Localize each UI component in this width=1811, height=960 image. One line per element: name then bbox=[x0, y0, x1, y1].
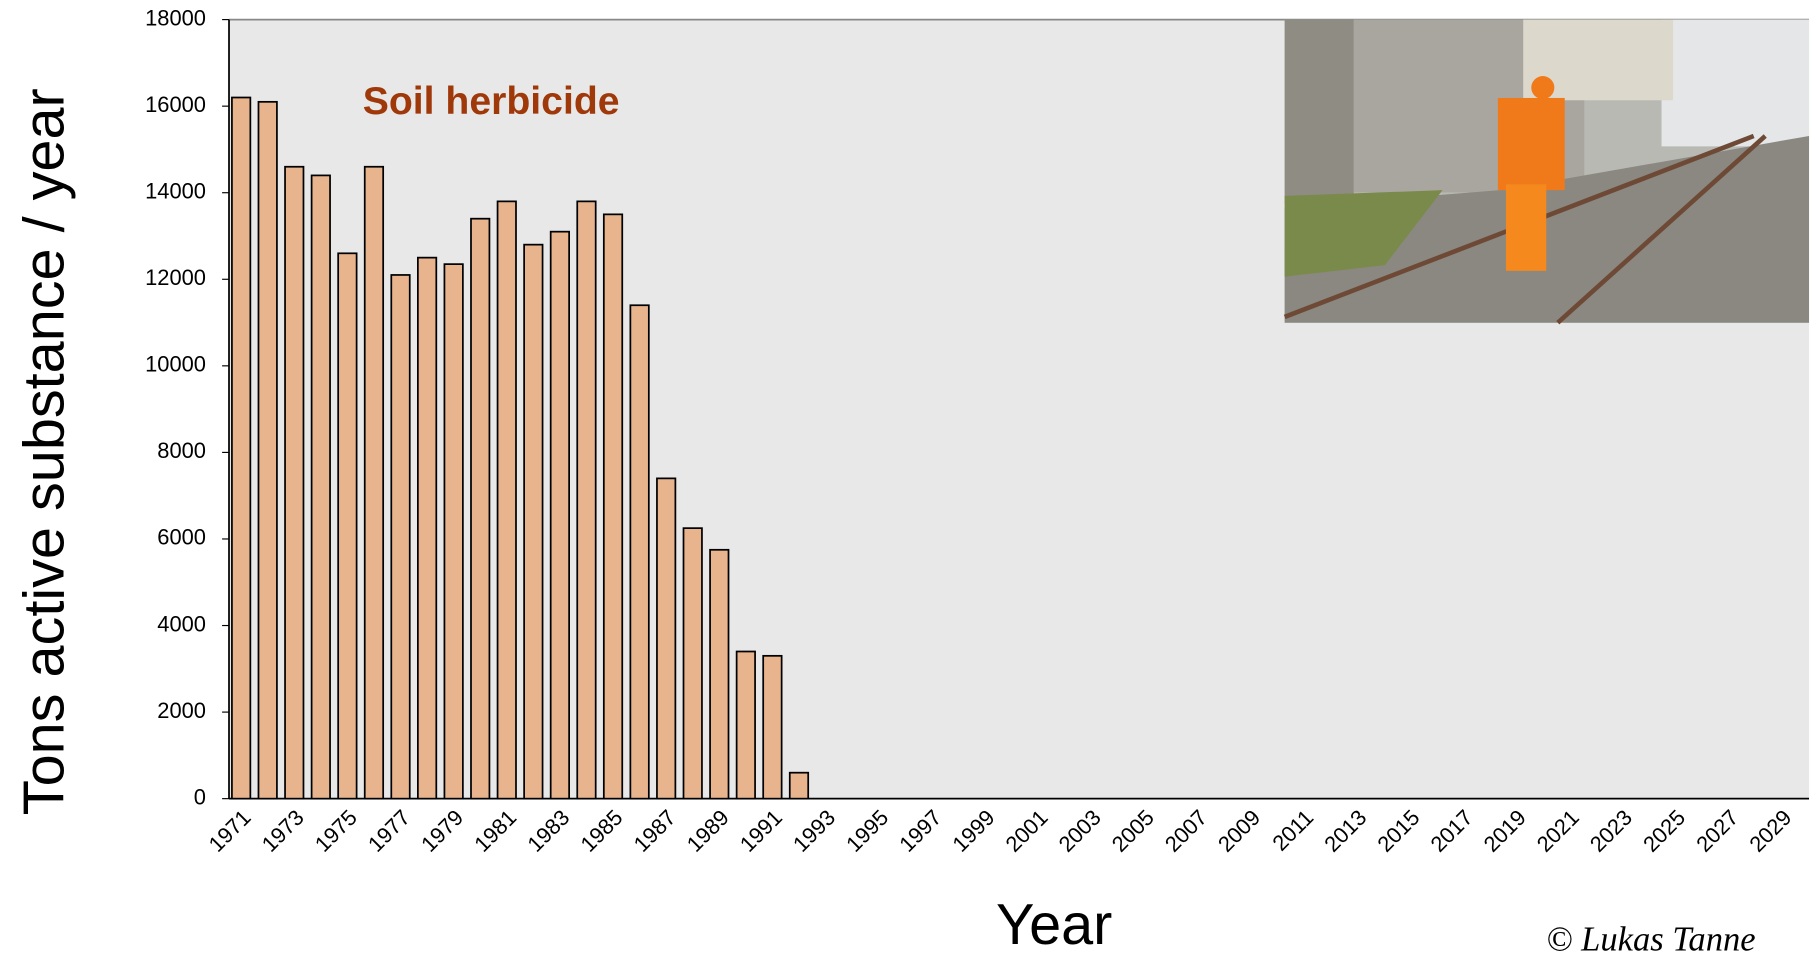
x-tick-label: 2019 bbox=[1479, 805, 1531, 857]
bar bbox=[443, 263, 464, 800]
bar bbox=[682, 527, 703, 800]
x-tick-label: 1997 bbox=[894, 805, 946, 857]
y-tick-label: 10000 bbox=[145, 352, 206, 377]
x-tick-label: 2003 bbox=[1054, 805, 1106, 857]
y-axis-title: Tons active substance / year bbox=[12, 88, 76, 815]
x-tick-label: 1999 bbox=[947, 805, 999, 857]
x-tick-label: 2007 bbox=[1160, 805, 1212, 857]
x-tick-label: 2017 bbox=[1426, 805, 1478, 857]
x-tick-label: 1973 bbox=[257, 805, 309, 857]
x-tick-label: 1981 bbox=[469, 805, 521, 857]
bar bbox=[337, 252, 358, 800]
bar bbox=[762, 654, 783, 800]
x-tick-label: 2011 bbox=[1267, 805, 1318, 856]
x-tick-label: 1979 bbox=[416, 805, 468, 857]
bar bbox=[231, 96, 252, 800]
y-tick-label: 8000 bbox=[157, 438, 206, 463]
x-tick-label: 1993 bbox=[788, 805, 840, 857]
bar bbox=[417, 256, 438, 800]
bar bbox=[284, 165, 305, 800]
x-tick-label: 1977 bbox=[363, 805, 415, 857]
bar bbox=[656, 477, 677, 800]
bar bbox=[629, 304, 650, 800]
y-tick-label: 6000 bbox=[157, 525, 206, 550]
x-tick-label: 2005 bbox=[1107, 805, 1159, 857]
x-axis-title: Year bbox=[996, 893, 1112, 957]
x-tick-label: 2027 bbox=[1691, 805, 1743, 857]
credit: © Lukas Tanne bbox=[1546, 921, 1755, 959]
bar bbox=[310, 174, 331, 800]
x-tick-label: 2021 bbox=[1532, 805, 1584, 857]
x-tick-label: 2009 bbox=[1213, 805, 1265, 857]
bar bbox=[788, 771, 810, 800]
y-tick-label: 14000 bbox=[145, 178, 206, 203]
bar bbox=[576, 200, 597, 800]
x-tick-label: 1971 bbox=[204, 805, 256, 857]
bar bbox=[735, 650, 756, 800]
chart-title: Soil herbicide bbox=[363, 80, 620, 123]
x-tick-label: 2025 bbox=[1638, 805, 1690, 857]
x-tick-label: 2001 bbox=[1001, 805, 1053, 857]
y-tick-label: 18000 bbox=[145, 5, 206, 30]
photo bbox=[1283, 19, 1810, 325]
bar bbox=[363, 165, 385, 800]
x-tick-label: 1991 bbox=[735, 805, 787, 857]
x-tick-label: 2023 bbox=[1585, 805, 1637, 857]
x-tick-label: 2013 bbox=[1319, 805, 1371, 857]
x-tick-label: 1987 bbox=[629, 805, 681, 857]
bar bbox=[470, 217, 491, 800]
bar bbox=[390, 274, 411, 800]
y-tick-label: 12000 bbox=[145, 265, 206, 290]
bar bbox=[257, 100, 278, 800]
y-tick-label: 0 bbox=[194, 784, 206, 809]
bar bbox=[549, 230, 570, 800]
bar bbox=[602, 213, 624, 800]
x-tick-label: 1975 bbox=[310, 805, 362, 857]
y-tick-label: 16000 bbox=[145, 92, 206, 117]
x-tick-label: 2015 bbox=[1372, 805, 1424, 857]
x-tick-label: 1995 bbox=[841, 805, 893, 857]
bar bbox=[523, 243, 544, 800]
x-tick-label: 1983 bbox=[522, 805, 574, 857]
y-tick-label: 4000 bbox=[157, 611, 206, 636]
bar bbox=[496, 200, 517, 800]
x-tick-label: 1985 bbox=[575, 805, 627, 857]
y-tick-label: 2000 bbox=[157, 698, 206, 723]
bar bbox=[709, 548, 730, 800]
x-tick-label: 2029 bbox=[1744, 805, 1796, 857]
x-tick-label: 1989 bbox=[682, 805, 734, 857]
